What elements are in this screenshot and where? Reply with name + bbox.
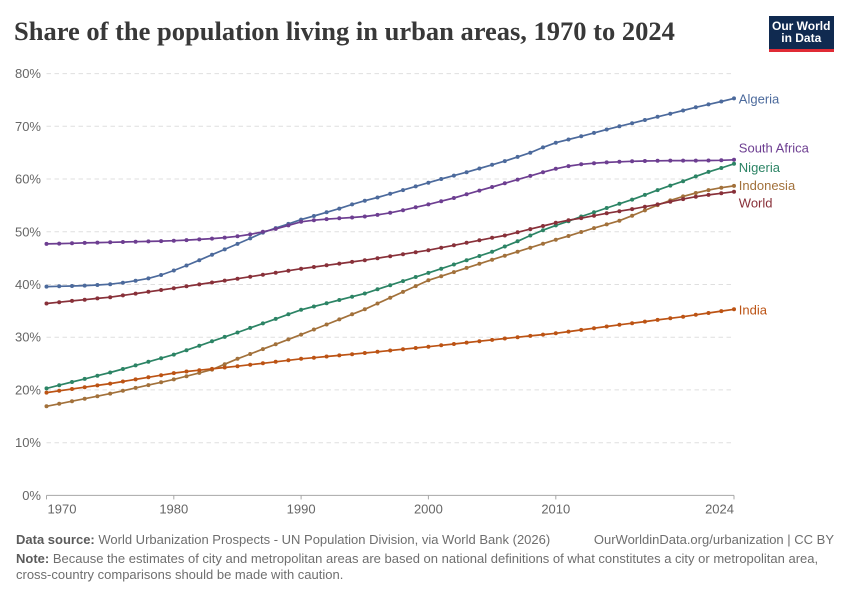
svg-text:70%: 70%	[15, 119, 41, 134]
svg-text:2024: 2024	[705, 502, 734, 517]
svg-text:40%: 40%	[15, 277, 41, 292]
svg-text:Nigeria: Nigeria	[739, 160, 781, 175]
svg-text:50%: 50%	[15, 224, 41, 239]
svg-text:2010: 2010	[541, 502, 570, 517]
svg-text:30%: 30%	[15, 330, 41, 345]
svg-text:Algeria: Algeria	[739, 92, 780, 107]
svg-text:20%: 20%	[15, 382, 41, 397]
svg-text:10%: 10%	[15, 435, 41, 450]
svg-text:1980: 1980	[159, 502, 188, 517]
svg-text:80%: 80%	[15, 66, 41, 81]
svg-text:60%: 60%	[15, 172, 41, 187]
svg-text:India: India	[739, 303, 768, 318]
svg-text:Indonesia: Indonesia	[739, 178, 796, 193]
svg-text:2000: 2000	[414, 502, 443, 517]
svg-text:World: World	[739, 196, 773, 211]
svg-text:0%: 0%	[22, 488, 41, 503]
svg-text:1970: 1970	[48, 502, 77, 517]
svg-text:South Africa: South Africa	[739, 141, 810, 156]
svg-text:1990: 1990	[287, 502, 316, 517]
